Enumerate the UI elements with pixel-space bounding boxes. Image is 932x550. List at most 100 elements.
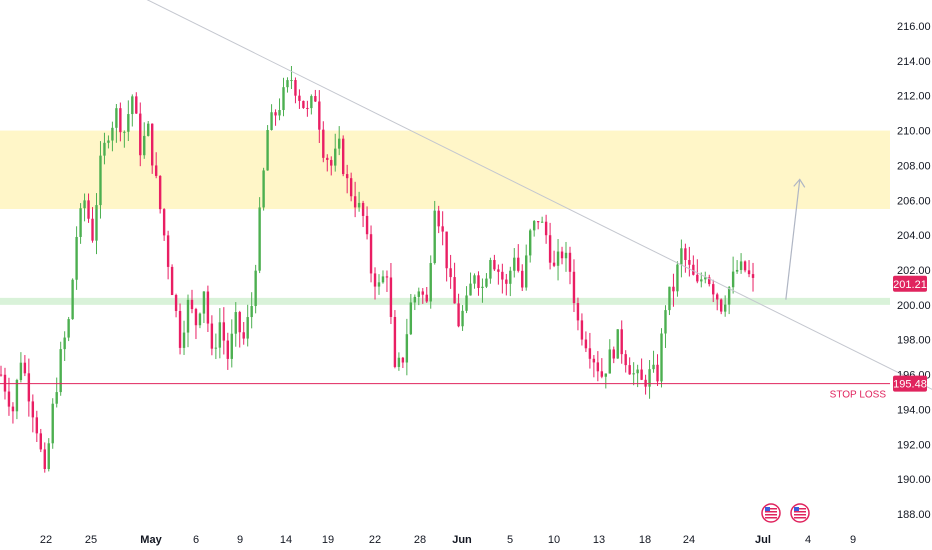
candle-body (465, 295, 468, 311)
x-tick-label: 25 (85, 534, 97, 546)
candle-body (473, 275, 476, 284)
candle-body (55, 392, 58, 404)
candle-body (178, 310, 182, 348)
candle-body (43, 449, 46, 469)
candle-body (556, 251, 560, 266)
candle-body (433, 210, 436, 264)
candle-body (306, 107, 309, 109)
candle-body (278, 110, 281, 116)
x-tick-label: 18 (639, 534, 651, 546)
candle-body (345, 174, 349, 179)
x-tick-label: 14 (280, 534, 292, 546)
candle-body (27, 373, 31, 402)
candle-body (664, 310, 667, 334)
candle-body (552, 262, 556, 266)
candle-body (174, 295, 178, 311)
candle-body (409, 302, 413, 335)
price-labels: 201.21 195.48 STOP LOSS (830, 275, 927, 401)
candle-body (632, 373, 635, 375)
candle-body (154, 165, 158, 176)
candle-body (680, 248, 683, 265)
candle-body (525, 255, 528, 288)
y-tick-label: 212.00 (897, 91, 931, 103)
candle-body (381, 276, 385, 283)
x-tick-label: Jul (755, 534, 771, 546)
candle-body (206, 291, 210, 324)
candle-body (357, 202, 361, 208)
y-tick-label: 192.00 (897, 439, 931, 451)
candle-body (162, 209, 166, 236)
candle-body (361, 202, 365, 216)
candle-body (115, 108, 118, 128)
us-flag-icon[interactable] (790, 503, 810, 523)
candle-body (735, 269, 739, 272)
candle-body (214, 347, 218, 349)
candle-body (274, 112, 277, 116)
x-tick-label: Jun (452, 534, 472, 546)
target-arrow[interactable] (785, 179, 801, 300)
x-tick-label: 4 (805, 534, 811, 546)
trend-line[interactable] (60, 0, 932, 401)
candle-body (485, 278, 488, 287)
candle-body (270, 112, 273, 130)
candle-body (604, 373, 607, 377)
x-tick-label: 13 (593, 534, 605, 546)
candle-body (99, 155, 102, 206)
candle-body (202, 291, 206, 314)
stop-loss-value: 195.48 (893, 379, 927, 391)
y-axis: 216.00 214.00 212.00 210.00 208.00 206.00 204.… (897, 21, 931, 521)
candle-body (290, 80, 293, 82)
candle-body (282, 87, 285, 111)
candle-body (143, 135, 146, 156)
candle-body (489, 260, 492, 279)
candle-body (294, 80, 297, 96)
candle-body (230, 333, 233, 359)
x-axis: 22 25 May 6 9 14 19 22 28 Jun 5 10 13 18 24 Jul 4 9 (40, 534, 856, 546)
candle-body (568, 252, 572, 272)
candle-body (536, 221, 540, 223)
x-tick-label: 22 (40, 534, 52, 546)
candle-body (700, 279, 703, 282)
candle-body (429, 263, 432, 302)
candle-body (341, 138, 345, 175)
candle-body (353, 196, 357, 208)
candle-body (35, 417, 39, 434)
candle-body (151, 123, 154, 166)
candle-body (656, 364, 659, 382)
candle-body (548, 235, 552, 263)
candle-body (170, 266, 174, 296)
candle-body (600, 371, 604, 377)
candle-body (310, 96, 313, 109)
event-flags (761, 503, 810, 523)
y-tick-label: 214.00 (897, 56, 931, 68)
us-flag-icon[interactable] (761, 503, 781, 523)
candle-body (668, 286, 671, 311)
candle-body (620, 329, 623, 355)
candle-body (521, 270, 524, 288)
candle-body (254, 270, 257, 307)
candle-body (743, 261, 747, 271)
candle-body (377, 282, 381, 287)
candle-body (616, 329, 619, 359)
candle-body (704, 277, 707, 280)
x-tick-label: 24 (683, 534, 695, 546)
candle-body (139, 113, 142, 156)
candle-body (0, 374, 3, 376)
y-tick-label: 188.00 (897, 509, 931, 521)
candle-body (397, 357, 401, 367)
zones (0, 130, 890, 305)
candle-body (393, 316, 397, 367)
candle-body (135, 96, 138, 114)
candle-body (608, 349, 611, 374)
candle-body (238, 312, 241, 333)
stop-loss-badge (893, 375, 927, 392)
candle-body (147, 123, 150, 136)
y-tick-label: 190.00 (897, 474, 931, 486)
target-arrow-head (793, 178, 806, 188)
x-tick-label: 5 (507, 534, 513, 546)
candle-body (417, 291, 420, 297)
candle-body (544, 221, 548, 236)
candle-body (660, 333, 663, 382)
candle-body (194, 309, 198, 326)
